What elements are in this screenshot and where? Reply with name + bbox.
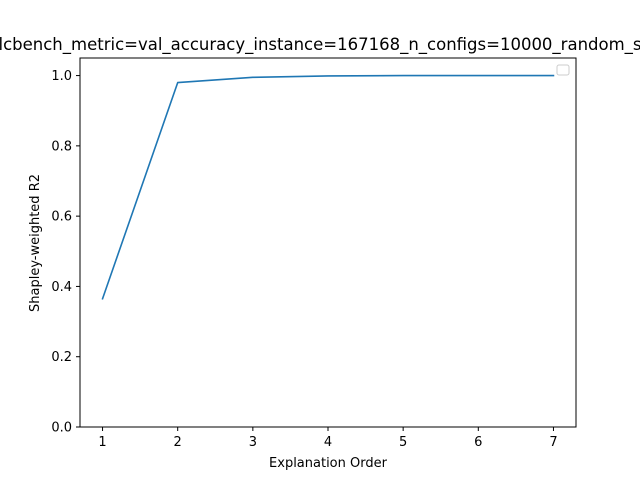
y-tick-label: 1.0 (51, 69, 72, 84)
x-tick-label: 3 (249, 435, 257, 450)
y-tick-label: 0.0 (51, 421, 72, 436)
x-tick-label: 6 (474, 435, 482, 450)
legend-box (556, 64, 570, 76)
x-tick-label: 2 (174, 435, 182, 450)
x-axis-title: Explanation Order (269, 456, 388, 471)
y-tick-label: 0.6 (51, 210, 72, 225)
plot-area: 1 2 3 4 5 6 7 0.0 0.2 0.4 0.6 0.8 1.0 (51, 57, 577, 450)
x-tick-label: 1 (98, 435, 106, 450)
x-tick-label: 7 (549, 435, 557, 450)
y-tick-label: 0.8 (51, 139, 72, 154)
y-axis-title: Shapley-weighted R2 (28, 174, 43, 312)
y-tick-label: 0.2 (51, 350, 72, 365)
x-tick-label: 5 (399, 435, 407, 450)
series-line-0 (101, 74, 555, 300)
x-tick-label: 4 (324, 435, 332, 450)
y-tick-label: 0.4 (51, 280, 72, 295)
chart-title: lcbench_metric=val_accuracy_instance=167… (0, 35, 640, 55)
